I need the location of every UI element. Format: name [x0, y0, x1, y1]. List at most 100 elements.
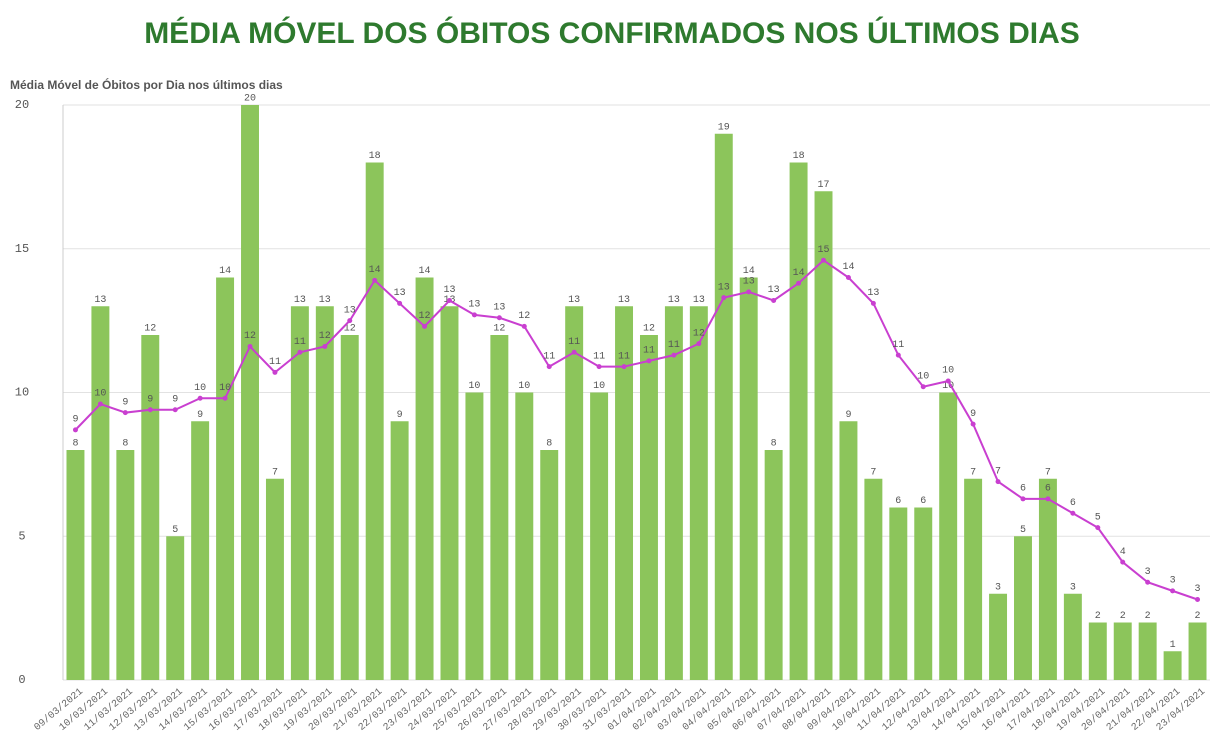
- bar: [964, 478, 983, 680]
- bar-value-label: 9: [845, 410, 851, 421]
- line-point: [895, 352, 901, 358]
- bar-value-label: 13: [294, 295, 306, 306]
- line-point: [471, 312, 477, 318]
- bar: [789, 162, 808, 680]
- bar-value-label: 13: [94, 295, 106, 306]
- line-value-label: 6: [1070, 498, 1076, 509]
- line-value-label: 12: [419, 311, 431, 322]
- line-point: [596, 364, 602, 370]
- line-point: [970, 421, 976, 427]
- bar: [340, 335, 359, 680]
- line-value-label: 13: [743, 277, 755, 288]
- line-point: [870, 300, 876, 306]
- line-value-label: 11: [892, 340, 904, 351]
- bar-value-label: 2: [1145, 611, 1151, 622]
- bar: [839, 421, 858, 680]
- line-value-label: 11: [568, 337, 580, 348]
- bar-value-label: 10: [942, 381, 954, 392]
- chart-subtitle: Média Móvel de Óbitos por Dia nos último…: [10, 77, 283, 92]
- line-point: [422, 323, 428, 329]
- line-point: [1020, 496, 1026, 502]
- bar: [515, 392, 534, 680]
- bar: [1188, 622, 1207, 680]
- bar-value-label: 10: [518, 381, 530, 392]
- line-point: [546, 364, 552, 370]
- bar-value-label: 7: [970, 467, 976, 478]
- bar: [889, 507, 908, 680]
- line-value-label: 14: [842, 262, 854, 273]
- bar: [166, 536, 185, 680]
- line-point: [646, 358, 652, 364]
- bar: [290, 306, 309, 680]
- y-tick-label: 5: [18, 529, 25, 543]
- bar: [590, 392, 609, 680]
- bar: [1038, 478, 1057, 680]
- line-point: [671, 352, 677, 358]
- line-point: [272, 369, 278, 375]
- bar: [265, 478, 284, 680]
- bar-value-label: 20: [244, 94, 256, 105]
- bar: [639, 335, 658, 680]
- line-value-label: 10: [94, 389, 106, 400]
- bar-value-label: 3: [1070, 582, 1076, 593]
- bar-value-label: 18: [369, 151, 381, 162]
- line-value-label: 4: [1120, 547, 1126, 558]
- line-value-label: 10: [917, 371, 929, 382]
- line-point: [845, 275, 851, 280]
- bar-value-label: 12: [643, 324, 655, 335]
- bar-value-label: 14: [419, 266, 431, 277]
- bar: [814, 191, 833, 680]
- bar-value-label: 13: [319, 295, 331, 306]
- bar: [914, 507, 933, 680]
- bar-value-label: 3: [995, 582, 1001, 593]
- bar: [440, 306, 459, 680]
- bar: [116, 450, 135, 680]
- line-value-label: 6: [1020, 484, 1026, 495]
- bar: [764, 450, 783, 680]
- line-point: [571, 349, 577, 355]
- line-value-label: 13: [867, 288, 879, 299]
- line-point: [222, 395, 228, 401]
- bar: [415, 277, 434, 680]
- bar-value-label: 12: [144, 324, 156, 335]
- y-tick-label: 10: [15, 386, 29, 400]
- line-value-label: 13: [344, 305, 356, 316]
- bar: [241, 105, 259, 680]
- line-point: [97, 401, 103, 407]
- bar: [390, 421, 409, 680]
- bar-value-label: 17: [818, 180, 830, 191]
- line-value-label: 5: [1095, 512, 1101, 523]
- bar: [490, 335, 509, 680]
- line-point: [347, 318, 353, 324]
- line-value-label: 10: [194, 383, 206, 394]
- line-point: [1095, 525, 1101, 531]
- bar: [191, 421, 210, 680]
- y-tick-label: 15: [15, 242, 29, 256]
- line-point: [721, 295, 727, 301]
- line-value-label: 13: [718, 282, 730, 293]
- line-value-label: 13: [394, 288, 406, 299]
- line-point: [1045, 496, 1051, 502]
- line-point: [122, 410, 128, 416]
- line-point: [397, 300, 403, 306]
- bar-value-label: 10: [593, 381, 605, 392]
- line-point: [945, 378, 951, 384]
- line-point: [1070, 510, 1076, 516]
- bar-value-label: 7: [272, 467, 278, 478]
- line-value-label: 11: [593, 351, 605, 362]
- bar: [989, 593, 1008, 680]
- bar-value-label: 5: [172, 525, 178, 536]
- line-point: [1170, 588, 1176, 594]
- bar-value-label: 19: [718, 122, 730, 133]
- chart-title: MÉDIA MÓVEL DOS ÓBITOS CONFIRMADOS NOS Ú…: [144, 16, 1080, 50]
- bar: [465, 392, 484, 680]
- bar-value-label: 7: [1045, 467, 1051, 478]
- line-point: [995, 479, 1001, 485]
- bar-value-label: 12: [493, 324, 505, 335]
- bar: [1014, 536, 1032, 680]
- line-value-label: 3: [1195, 584, 1201, 595]
- bar-value-label: 14: [219, 266, 231, 277]
- bar-value-label: 2: [1195, 611, 1201, 622]
- line-point: [247, 344, 253, 349]
